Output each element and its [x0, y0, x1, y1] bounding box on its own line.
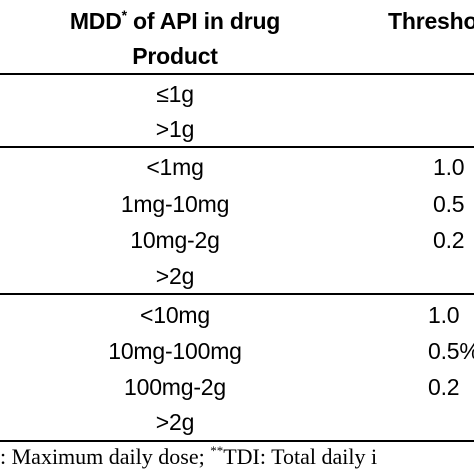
- table-cell-mdd: 10mg-2g: [130, 227, 220, 253]
- table-cell-threshold: 1.0: [433, 154, 465, 180]
- header-rule: [0, 73, 474, 75]
- header-threshold: Thresho: [388, 8, 474, 34]
- footnote-tdi-definition: TDI: Total daily i: [223, 444, 378, 469]
- header-mdd-rest: of API in drug: [126, 8, 281, 34]
- table-cell-threshold: 0.2: [428, 374, 460, 400]
- table-cell-mdd: <1mg: [146, 154, 204, 180]
- group-rule: [0, 293, 474, 295]
- table-cell-threshold: 0.5%: [428, 338, 474, 364]
- header-mdd-abbrev: MDD: [69, 8, 122, 34]
- table-cell-threshold: 1.0: [428, 302, 460, 328]
- table-cell-threshold: 0.5: [433, 191, 465, 217]
- table-cell-mdd: 10mg-100mg: [108, 338, 242, 364]
- table-cell-threshold: 0.2: [433, 227, 465, 253]
- header-mdd-line2: Product: [132, 43, 218, 69]
- header-mdd-footnote-marker: *: [121, 7, 127, 23]
- table-cell-mdd: <10mg: [140, 302, 210, 328]
- table-cell-mdd: >2g: [155, 409, 195, 435]
- table-cell-mdd: >2g: [155, 263, 195, 289]
- table-cell-mdd: ≤1g: [156, 81, 194, 107]
- footnote-mdd-definition: : Maximum daily dose;: [0, 444, 211, 469]
- table-footnote: : Maximum daily dose; **TDI: Total daily…: [0, 443, 378, 469]
- table-cell-mdd: 1mg-10mg: [120, 191, 230, 217]
- table-cell-mdd: 100mg-2g: [124, 374, 226, 400]
- group-rule: [0, 146, 474, 148]
- header-mdd-line1: MDD* of API in drug: [0, 7, 350, 34]
- table-cell-mdd: >1g: [155, 116, 195, 142]
- footnote-marker: **: [210, 443, 224, 458]
- bottom-rule: [0, 440, 474, 442]
